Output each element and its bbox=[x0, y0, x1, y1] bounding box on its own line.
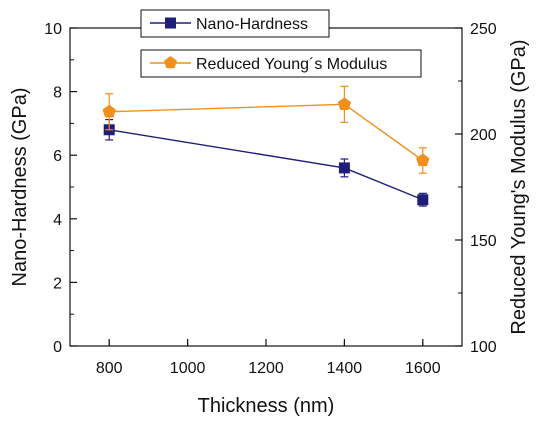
x-tick-label: 1000 bbox=[170, 360, 206, 377]
x-tick-label: 1200 bbox=[248, 360, 284, 377]
y-left-tick-label: 6 bbox=[53, 148, 62, 165]
legend-label-youngs-modulus: Reduced Young´s Modulus bbox=[196, 56, 387, 73]
y-left-tick-label: 8 bbox=[53, 85, 62, 102]
y-right-tick-label: 150 bbox=[470, 233, 497, 250]
y-left-tick-label: 10 bbox=[44, 21, 62, 38]
data-point bbox=[416, 153, 430, 167]
x-axis: 800 1000 1200 1400 1600 bbox=[96, 339, 441, 377]
legend-youngs-modulus: Reduced Young´s Modulus bbox=[140, 49, 422, 78]
y-right-tick-label: 100 bbox=[470, 339, 497, 356]
legend-label-nano-hardness: Nano-Hardness bbox=[196, 16, 308, 33]
y-left-axis: 0 2 4 6 8 10 bbox=[44, 21, 77, 356]
y-right-axis-title: Reduced Young's Modulus (GPa) bbox=[508, 39, 530, 334]
legend-marker-youngs-modulus bbox=[164, 56, 177, 69]
y-right-axis: 100 150 200 250 bbox=[455, 21, 497, 356]
y-left-tick-label: 0 bbox=[53, 339, 62, 356]
data-point bbox=[337, 97, 352, 110]
data-point bbox=[417, 194, 429, 206]
x-axis-title: Thickness (nm) bbox=[198, 395, 335, 417]
data-point bbox=[102, 104, 116, 118]
series-line-1 bbox=[109, 103, 424, 162]
series-layer bbox=[102, 85, 430, 207]
data-point bbox=[338, 162, 350, 174]
legend-marker-nano-hardness bbox=[165, 17, 176, 29]
legend-nano-hardness: Nano-Hardness bbox=[140, 9, 330, 38]
x-tick-label: 800 bbox=[96, 360, 123, 377]
y-right-tick-label: 200 bbox=[470, 127, 497, 144]
y-right-tick-label: 250 bbox=[470, 21, 497, 38]
x-tick-label: 1600 bbox=[405, 360, 441, 377]
y-left-tick-label: 4 bbox=[53, 212, 62, 229]
x-tick-label: 1400 bbox=[327, 360, 363, 377]
y-left-tick-label: 2 bbox=[53, 275, 62, 292]
y-left-axis-title: Nano-Hardness (GPa) bbox=[9, 88, 31, 287]
series-line-0 bbox=[109, 129, 424, 201]
